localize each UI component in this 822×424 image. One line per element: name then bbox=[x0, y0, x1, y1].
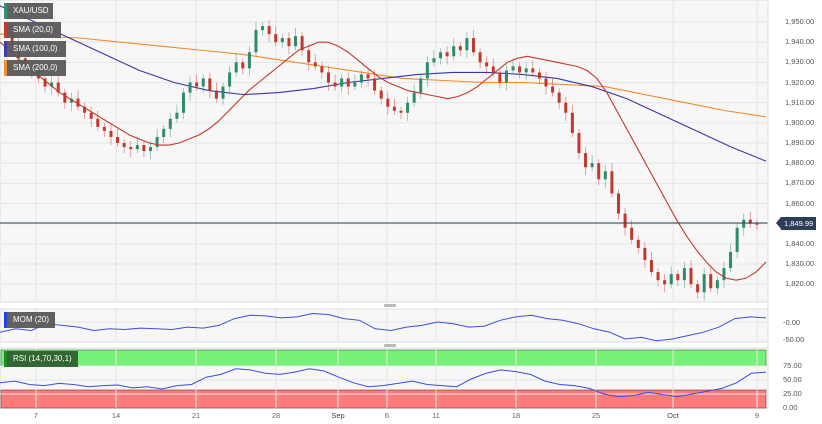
price-axis-label: 1,830.00 bbox=[785, 259, 815, 269]
time-axis-label: 6 bbox=[384, 411, 390, 420]
time-axis-label: 11 bbox=[432, 411, 440, 420]
mom-grid bbox=[0, 309, 768, 342]
mom-axis-label-1: -50.00 bbox=[783, 335, 805, 344]
price-axis-label: 1,870.00 bbox=[785, 178, 815, 188]
legend-symbol[interactable]: XAU/USD bbox=[4, 3, 53, 19]
price-axis-label: 1,890.00 bbox=[785, 138, 815, 148]
time-axis-label: 25 bbox=[591, 411, 601, 420]
time-axis-label: Sep bbox=[331, 411, 345, 420]
pane-resize-handle-rsi[interactable] bbox=[384, 344, 396, 347]
price-axis-label: 1,820.00 bbox=[785, 279, 815, 289]
time-axis-label: 28 bbox=[271, 411, 281, 420]
pane-resize-handle-mom[interactable] bbox=[384, 304, 396, 307]
time-axis-label: 7 bbox=[33, 411, 39, 420]
mom-line bbox=[0, 312, 767, 342]
legend-rsi[interactable]: RSI (14,70,30,1) bbox=[4, 351, 78, 367]
sma20-line bbox=[0, 41, 767, 281]
price-axis-label: 1,910.00 bbox=[785, 97, 815, 107]
current-price-badge: 1,849.99 bbox=[775, 217, 817, 230]
price-axis-label: 1,920.00 bbox=[785, 77, 815, 87]
sma200-line bbox=[0, 33, 767, 118]
price-axis-label: 1,860.00 bbox=[785, 198, 815, 208]
legend-sma200[interactable]: SMA (200,0) bbox=[4, 60, 66, 76]
price-axis-label: 1,880.00 bbox=[785, 158, 815, 168]
price-axis-label: 1,840.00 bbox=[785, 238, 815, 248]
price-axis-label: 1,930.00 bbox=[785, 57, 815, 67]
price-grid bbox=[0, 0, 768, 302]
time-axis-label: 9 bbox=[754, 411, 760, 420]
rsi-legend: RSI (14,70,30,1) bbox=[4, 351, 78, 367]
time-axis-label: Oct bbox=[667, 411, 679, 420]
rsi-axis-label-50: 50.00 bbox=[783, 375, 802, 384]
rsi-line bbox=[0, 368, 767, 398]
legend-sma20[interactable]: SMA (20,0) bbox=[4, 22, 61, 38]
rsi-axis-label-0: 0.00 bbox=[783, 403, 798, 412]
price-pane[interactable] bbox=[0, 0, 769, 303]
price-axis-label: 1,940.00 bbox=[785, 37, 815, 47]
mom-axis-label-0: -0.00 bbox=[783, 318, 801, 327]
legend: XAU/USD SMA (20,0) SMA (100,0) SMA (200,… bbox=[4, 3, 66, 76]
sma100-line bbox=[0, 5, 767, 162]
price-axis-label: 1,900.00 bbox=[785, 117, 815, 127]
time-axis-label: 14 bbox=[111, 411, 121, 420]
price-axis-label: 1,950.00 bbox=[785, 17, 815, 26]
legend-mom[interactable]: MOM (20) bbox=[4, 312, 55, 328]
mom-pane[interactable] bbox=[0, 308, 769, 343]
time-axis-label: 21 bbox=[191, 411, 201, 420]
rsi-axis-label-75: 75.00 bbox=[783, 361, 802, 370]
rsi-axis-label-25: 25.00 bbox=[783, 389, 802, 398]
mom-legend: MOM (20) bbox=[4, 312, 55, 328]
candlesticks bbox=[4, 19, 759, 301]
legend-sma100[interactable]: SMA (100,0) bbox=[4, 41, 66, 57]
time-axis-label: 18 bbox=[511, 411, 521, 420]
